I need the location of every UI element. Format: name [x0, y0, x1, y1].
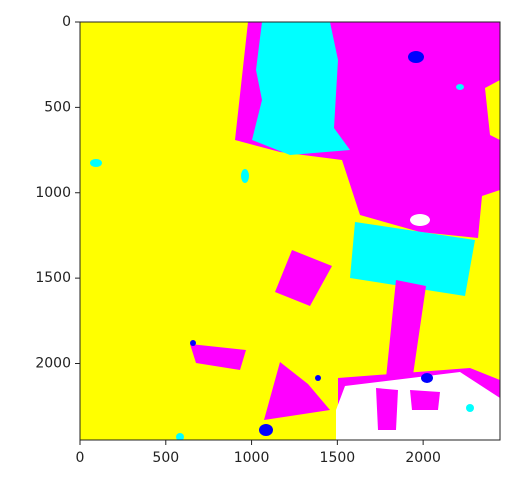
x-tick-label: 1000	[234, 450, 270, 466]
y-tick-label: 1000	[35, 185, 71, 201]
x-tick-label: 0	[76, 450, 85, 466]
y-tick-label: 1500	[35, 270, 71, 286]
y-tick-label: 2000	[35, 356, 71, 372]
x-tick-label: 500	[152, 450, 179, 466]
x-tick-label: 1500	[320, 450, 356, 466]
y-tick-label: 0	[62, 14, 71, 30]
x-tick-label: 2000	[405, 450, 441, 466]
page: 05001000150020000500100015002000 (() => …	[0, 0, 508, 487]
chart: 0 500 1000 1500 2000 0 500 1000 1500 2000	[0, 0, 508, 487]
segmentation-image	[80, 22, 500, 441]
y-tick-label: 500	[44, 99, 71, 115]
